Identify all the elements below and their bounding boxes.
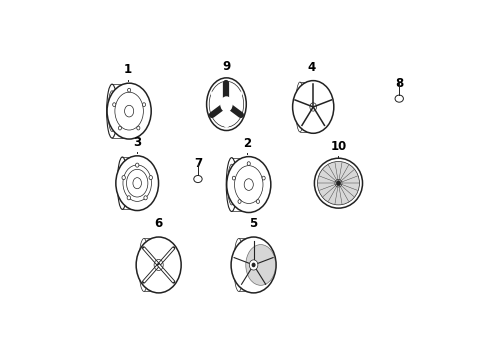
Ellipse shape [336, 181, 341, 186]
Ellipse shape [136, 163, 139, 167]
Ellipse shape [256, 200, 260, 203]
Ellipse shape [116, 156, 159, 211]
Ellipse shape [137, 126, 140, 130]
Text: 7: 7 [194, 157, 202, 170]
Ellipse shape [136, 237, 181, 293]
Text: 2: 2 [243, 137, 251, 150]
Text: 1: 1 [123, 63, 132, 76]
Text: 6: 6 [154, 217, 162, 230]
Ellipse shape [133, 177, 142, 189]
Ellipse shape [249, 260, 258, 270]
Text: 4: 4 [308, 61, 316, 74]
Ellipse shape [238, 200, 241, 203]
Ellipse shape [318, 162, 360, 205]
Text: 9: 9 [222, 60, 231, 73]
Text: 10: 10 [330, 140, 346, 153]
Ellipse shape [220, 96, 233, 112]
Ellipse shape [144, 196, 147, 200]
Ellipse shape [127, 88, 131, 92]
Ellipse shape [119, 126, 122, 130]
Text: 3: 3 [133, 135, 141, 149]
Ellipse shape [232, 176, 235, 180]
Ellipse shape [244, 179, 253, 190]
Ellipse shape [246, 244, 276, 285]
Ellipse shape [262, 176, 265, 180]
Ellipse shape [124, 105, 134, 117]
Text: 5: 5 [249, 217, 257, 230]
Ellipse shape [315, 158, 363, 208]
Ellipse shape [227, 157, 271, 212]
Ellipse shape [122, 176, 125, 180]
Ellipse shape [113, 103, 116, 107]
Ellipse shape [127, 196, 130, 200]
Ellipse shape [149, 176, 152, 180]
Ellipse shape [247, 162, 250, 166]
Ellipse shape [251, 263, 256, 267]
Ellipse shape [207, 78, 246, 131]
Ellipse shape [107, 83, 151, 139]
Ellipse shape [335, 179, 342, 187]
Ellipse shape [231, 237, 276, 293]
Text: 8: 8 [395, 77, 403, 90]
Ellipse shape [293, 81, 334, 133]
Ellipse shape [143, 103, 146, 107]
